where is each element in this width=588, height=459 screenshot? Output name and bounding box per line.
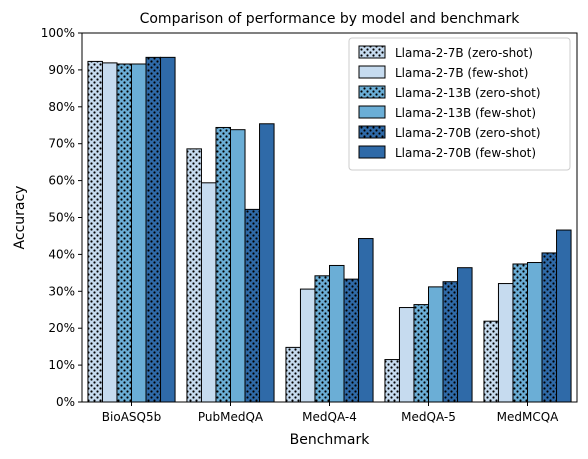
bar-medqa-4-series-5 — [358, 238, 374, 403]
x-axis-title: Benchmark — [290, 432, 371, 448]
legend-swatch — [358, 145, 386, 159]
legend-label: Llama-2-13B (zero-shot) — [395, 86, 541, 100]
y-tick-label: 90% — [48, 63, 75, 77]
bar-bioasq5b-series-4 — [145, 56, 162, 403]
bar-medqa-5-series-5 — [457, 267, 473, 403]
plot-frame — [81, 32, 578, 403]
y-axis: 0% 10% 20% 30% 40% 50% 60% 70% 80% 90% 100% — [41, 26, 82, 409]
bar-medqa-5-series-3 — [428, 286, 444, 403]
bar-medmcqa-series-4 — [541, 252, 558, 403]
bar-medqa-4-series-4 — [343, 278, 360, 403]
bar-bioasq5b-series-0 — [87, 60, 103, 403]
bar-pubmedqa-series-0 — [186, 148, 202, 403]
bar-bioasq5b-series-5 — [160, 56, 176, 403]
legend-label: Llama-2-7B (zero-shot) — [395, 46, 533, 60]
bar-medqa-5-series-4 — [442, 281, 459, 403]
legend-swatch — [358, 65, 386, 79]
bar-medmcqa-series-1 — [497, 283, 514, 403]
bar-medqa-4-series-3 — [329, 264, 345, 403]
bar-pubmedqa-series-1 — [200, 182, 217, 403]
legend-box — [348, 37, 571, 171]
bar-medmcqa-series-0 — [483, 320, 499, 403]
bar-bioasq5b-series-2 — [116, 63, 133, 403]
y-tick-label: 0% — [56, 395, 75, 409]
y-axis-title: Accuracy — [12, 186, 28, 250]
x-tick-label: MedQA-5 — [401, 410, 456, 424]
bar-medmcqa-series-2 — [512, 263, 528, 403]
bar-medmcqa-series-3 — [527, 262, 543, 403]
bar-bioasq5b-series-1 — [101, 62, 118, 403]
y-tick-label: 60% — [48, 174, 75, 188]
bar-medmcqa-series-5 — [556, 229, 572, 403]
legend-label: Llama-2-13B (few-shot) — [395, 106, 536, 120]
bar-medqa-5-series-1 — [398, 307, 415, 403]
legend-label: Llama-2-70B (few-shot) — [395, 146, 536, 160]
x-axis: BioASQ5b PubMedQA MedQA-4 MedQA-5 MedMCQA — [102, 402, 559, 424]
bars-group — [87, 56, 572, 403]
legend-label: Llama-2-70B (zero-shot) — [395, 126, 541, 140]
bar-bioasq5b-series-3 — [131, 63, 147, 403]
bar-pubmedqa-series-4 — [244, 208, 261, 403]
bar-medqa-5-series-2 — [413, 304, 430, 403]
y-tick-label: 50% — [48, 211, 75, 225]
bar-medqa-4-series-2 — [314, 275, 331, 403]
legend: Llama-2-7B (zero-shot) Llama-2-7B (few-sh… — [348, 37, 571, 171]
legend-label: Llama-2-7B (few-shot) — [395, 66, 528, 80]
x-tick-label: PubMedQA — [198, 410, 264, 424]
bar-medqa-4-series-0 — [285, 346, 301, 403]
legend-swatch — [358, 125, 386, 139]
y-tick-label: 40% — [48, 247, 75, 261]
x-tick-label: MedQA-4 — [302, 410, 357, 424]
legend-swatch — [358, 85, 386, 99]
y-tick-label: 70% — [48, 137, 75, 151]
bar-medqa-5-series-0 — [384, 359, 400, 403]
legend-swatch — [358, 45, 386, 59]
bar-pubmedqa-series-2 — [215, 126, 231, 403]
bar-medqa-4-series-1 — [299, 288, 316, 403]
bar-pubmedqa-series-5 — [259, 123, 275, 403]
chart-title: Comparison of performance by model and b… — [140, 11, 521, 27]
x-tick-label: MedMCQA — [497, 410, 560, 424]
y-tick-label: 100% — [41, 26, 75, 40]
x-tick-label: BioASQ5b — [102, 410, 161, 424]
legend-swatch — [358, 105, 386, 119]
y-tick-label: 20% — [48, 321, 75, 335]
y-tick-label: 30% — [48, 284, 75, 298]
y-tick-label: 10% — [48, 358, 75, 372]
y-tick-label: 80% — [48, 100, 75, 114]
bar-pubmedqa-series-3 — [230, 129, 246, 403]
